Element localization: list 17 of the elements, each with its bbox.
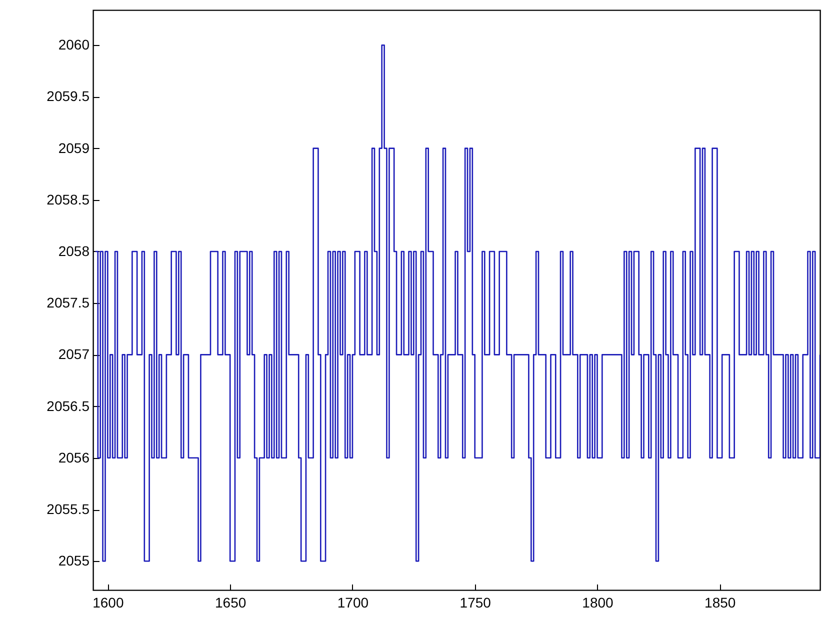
y-tick-label: 2058.5: [46, 191, 90, 208]
x-tick-label: 1650: [215, 594, 246, 610]
y-tick-label: 2055.5: [46, 501, 90, 517]
y-tick-label: 2059.5: [46, 88, 90, 104]
x-tick-label: 1600: [92, 594, 124, 610]
x-tick-label: 1750: [460, 594, 492, 610]
x-tick-label: 1700: [337, 594, 369, 610]
y-tick-label: 2057.5: [46, 294, 90, 311]
x-tick-label: 1800: [582, 594, 614, 610]
x-tick-label: 1850: [704, 594, 736, 610]
y-tick-label: 2056.5: [46, 398, 90, 414]
y-tick-label: 2056: [58, 449, 90, 466]
y-tick-label: 2058: [58, 242, 90, 259]
y-tick-label: 2055: [58, 552, 90, 569]
y-tick-label: 2059: [58, 140, 90, 156]
y-tick-label: 2060: [58, 36, 90, 53]
y-tick-label: 2057: [58, 346, 90, 362]
